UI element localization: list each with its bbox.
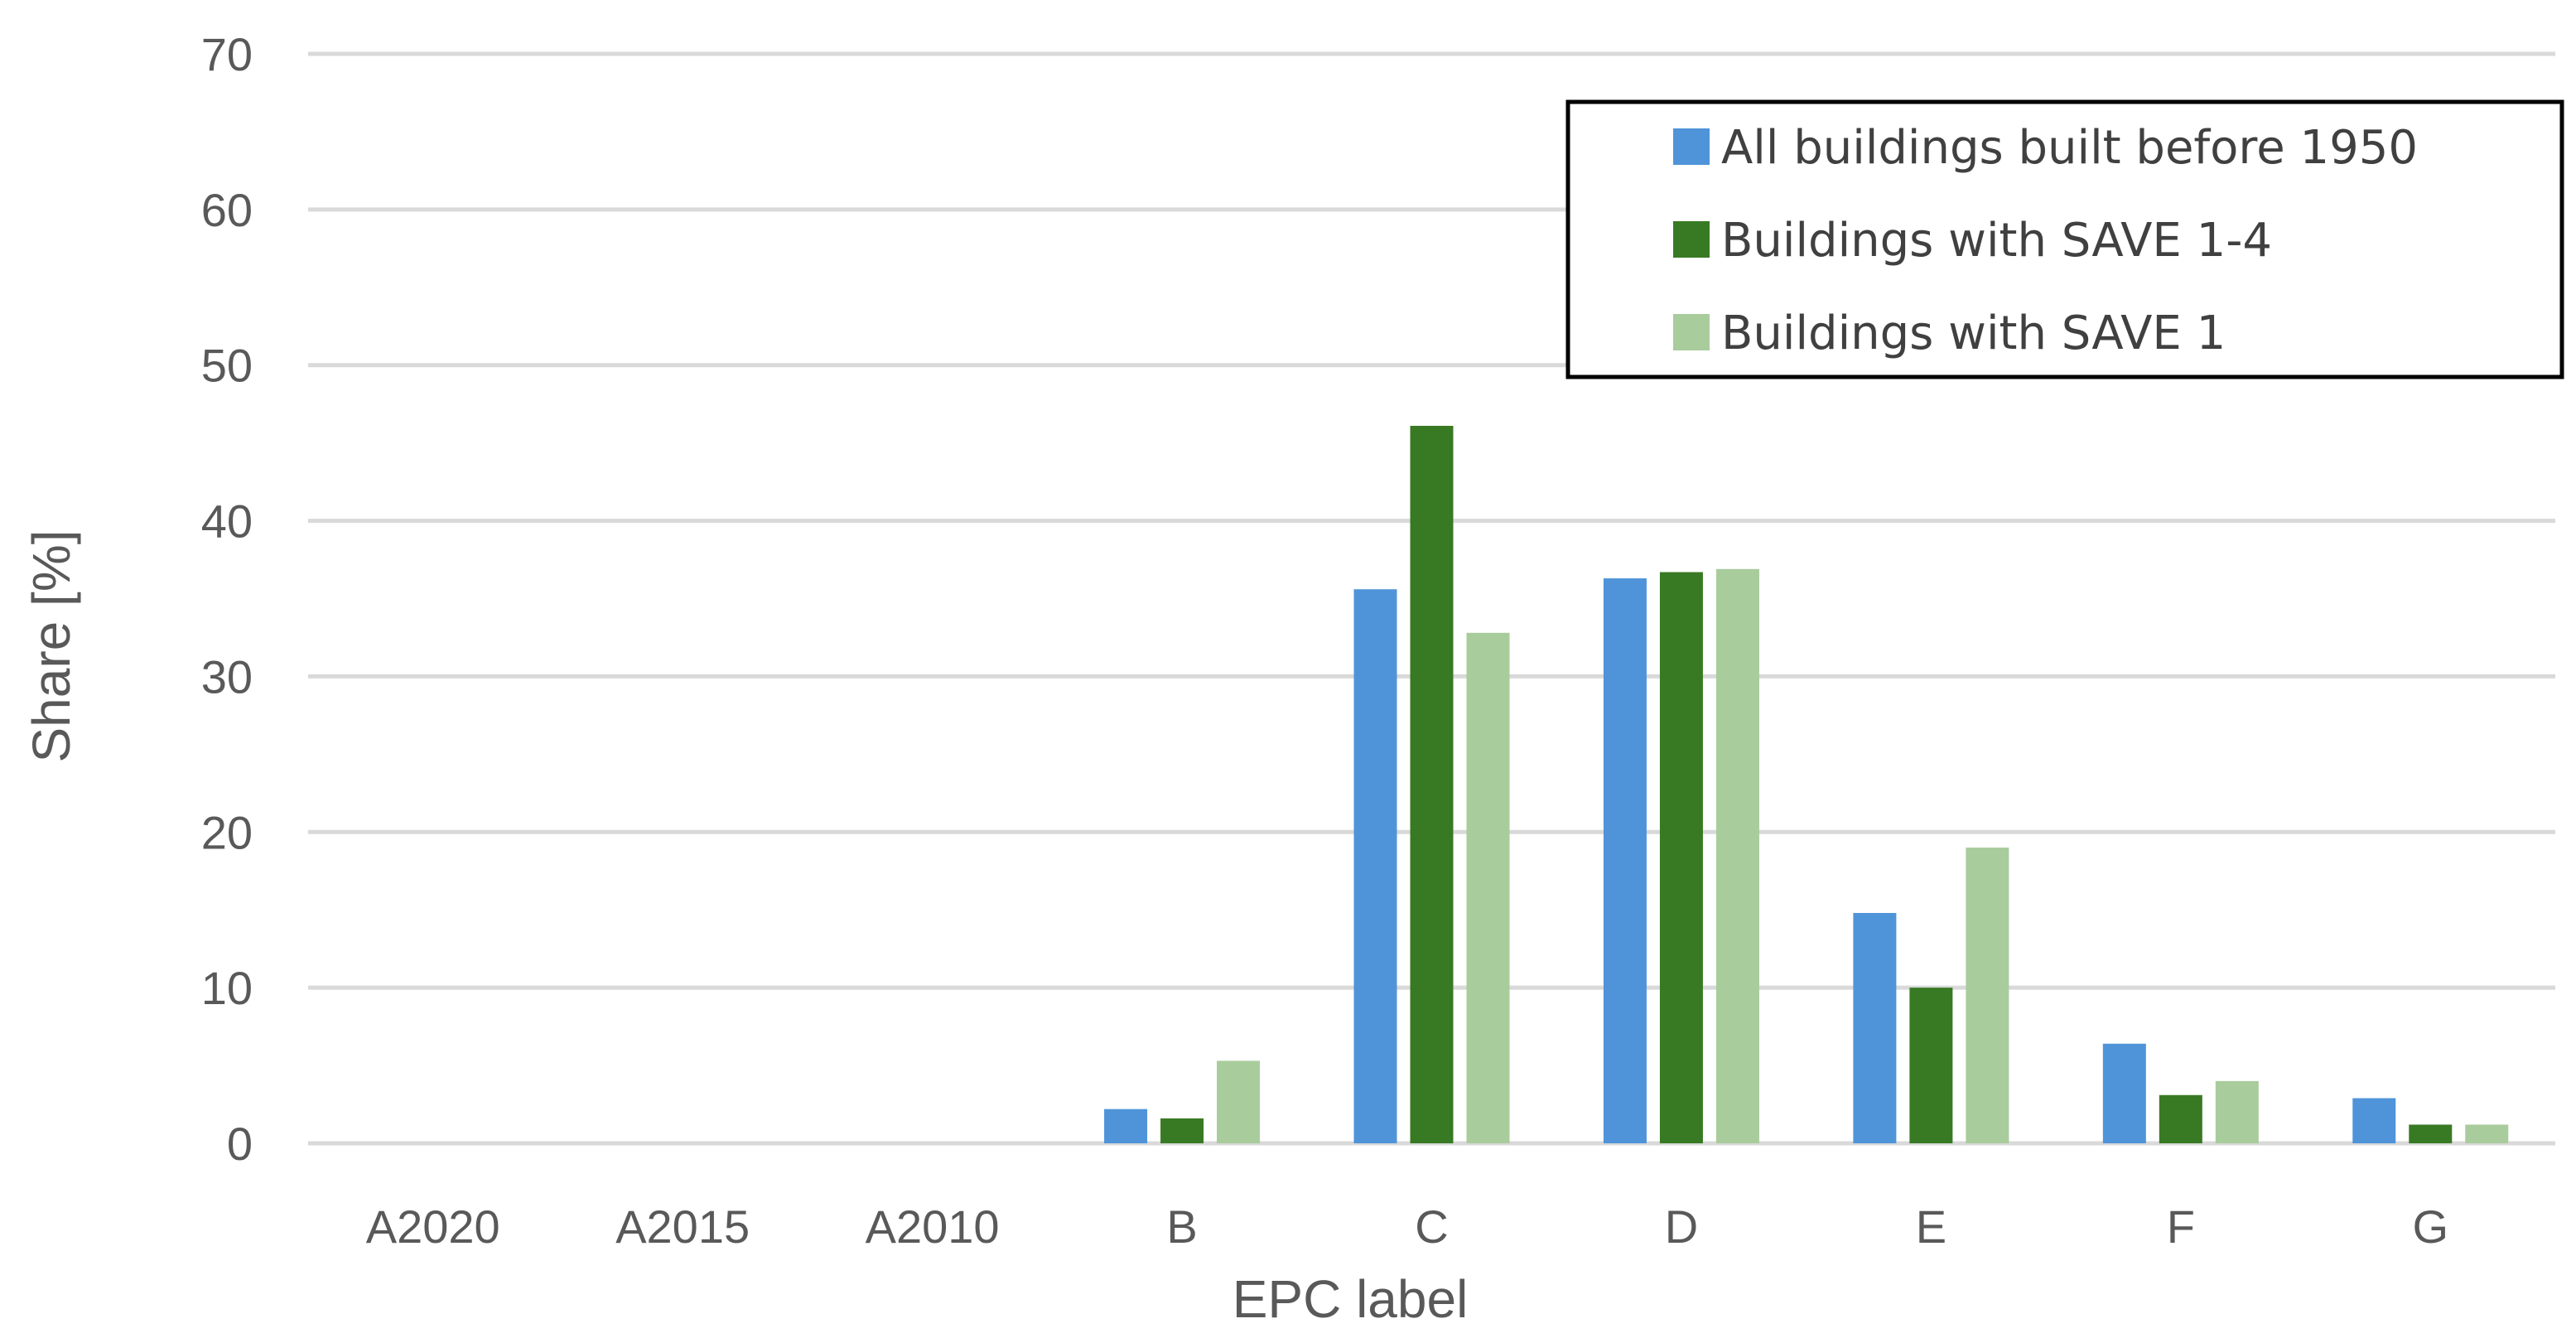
y-axis-ticks: 0 10 20 30 40 50 60 70 [201,28,253,1170]
bar [1353,589,1397,1143]
bar [1410,425,1454,1143]
y-tick-label: 40 [201,495,253,548]
x-tick-label: F [2167,1200,2195,1253]
bar [2409,1124,2453,1143]
legend-entry-label: Buildings with SAVE 1-4 [1721,214,2272,268]
bar [1466,632,1510,1143]
bar [2215,1080,2259,1143]
x-tick-label: A2015 [615,1200,750,1253]
x-axis-title: EPC label [1233,1269,1469,1329]
legend-swatch [1673,314,1710,350]
bar [2102,1043,2146,1143]
y-tick-label: 50 [201,340,253,392]
bar [1104,1109,1148,1143]
x-tick-label: D [1665,1200,1698,1253]
bar [1603,578,1647,1143]
x-tick-label: G [2412,1200,2448,1253]
x-tick-label: C [1415,1200,1448,1253]
y-tick-label: 20 [201,806,253,858]
x-tick-label: A2020 [366,1200,500,1253]
y-tick-label: 0 [227,1118,253,1170]
y-tick-label: 60 [201,184,253,236]
bar [1659,572,1703,1143]
y-tick-label: 30 [201,650,253,703]
bar [1160,1118,1204,1143]
bar [2159,1094,2202,1143]
bar [1715,568,1759,1143]
legend-entry-label: Buildings with SAVE 1 [1721,307,2226,360]
bar [2352,1098,2396,1143]
bar [1217,1060,1261,1143]
x-tick-label: A2010 [866,1200,1000,1253]
bar [1853,912,1897,1143]
y-axis-title: Share [%] [22,529,81,762]
legend-frame [1565,99,2564,379]
bars [1104,425,2509,1143]
y-tick-label: 70 [201,28,253,80]
legend-swatch [1673,128,1710,165]
y-tick-label: 10 [201,962,253,1014]
legend-swatch [1673,221,1710,258]
bar [2465,1124,2509,1143]
bar [1966,848,2009,1143]
legend-entry-label: All buildings built before 1950 [1721,121,2418,175]
legend: All buildings built before 1950 Buildings… [1565,99,2564,379]
x-tick-label: E [1916,1200,1946,1253]
x-tick-label: B [1166,1200,1197,1253]
bar [1909,988,1953,1143]
x-axis-ticks: A2020 A2015 A2010 B C D E F G [366,1200,2448,1253]
